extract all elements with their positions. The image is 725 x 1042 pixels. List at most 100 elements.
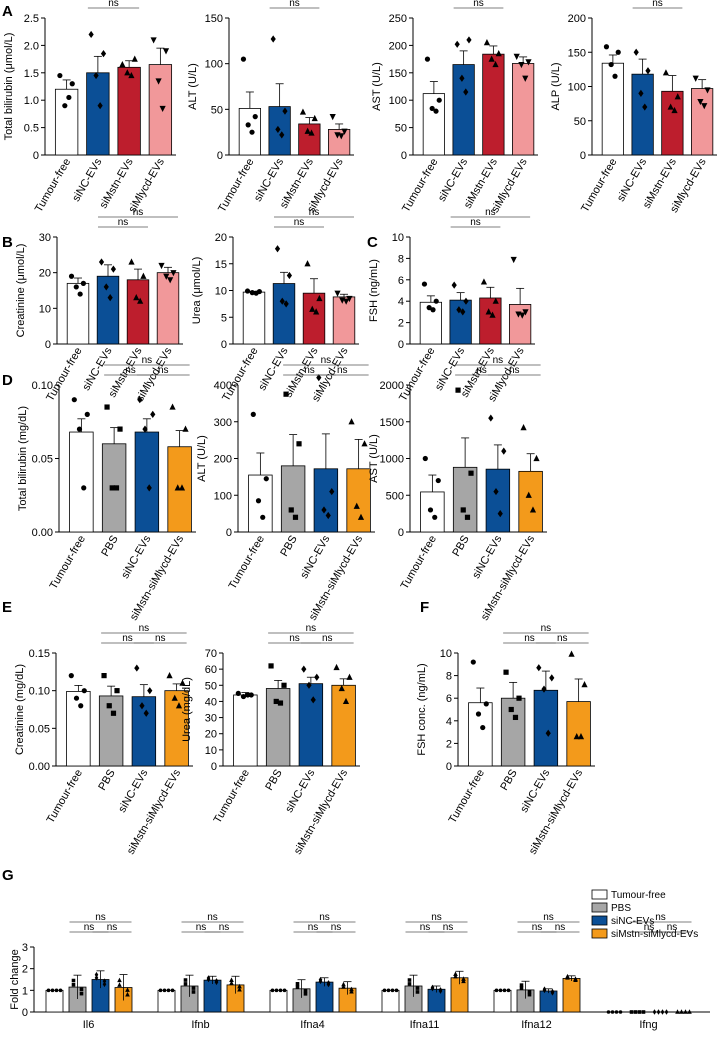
data-point: [415, 990, 420, 994]
data-point: [245, 692, 251, 698]
bar-sinc-evs: [313, 468, 339, 533]
data-point: [286, 271, 292, 280]
x-tick-label: siNC-EVs: [256, 345, 290, 393]
data-point: [424, 56, 431, 62]
data-point: [341, 128, 348, 135]
bar-tumour-free: [422, 93, 445, 156]
significance-label: ns: [142, 355, 153, 366]
y-tick-label: 50: [395, 123, 407, 135]
data-point: [97, 102, 103, 110]
x-tick-label: PBS: [450, 534, 471, 559]
significance-label: ns: [294, 217, 305, 228]
data-point: [229, 980, 234, 986]
x-tick-label: Tumour-free: [397, 346, 437, 404]
significance-label: ns: [196, 922, 207, 933]
x-tick-label: Tumour-free: [220, 346, 260, 404]
x-tick-label: Ifna11: [410, 1019, 440, 1031]
bar-il6-tumour-free: [45, 989, 64, 1013]
y-tick-label: 0: [217, 150, 223, 162]
significance-label: ns: [319, 912, 330, 923]
data-point: [664, 1009, 669, 1015]
data-point: [542, 987, 547, 994]
data-point: [503, 669, 509, 675]
data-point: [282, 107, 288, 115]
y-tick-label: 0: [446, 761, 452, 773]
bar-simstn-simlycd-evs: [566, 701, 591, 767]
data-point: [299, 108, 307, 115]
data-point: [679, 1009, 684, 1014]
significance-label: ns: [122, 633, 133, 644]
x-tick-label: Tumour-free: [33, 157, 73, 215]
data-point: [58, 988, 63, 993]
data-point: [73, 695, 80, 701]
bar-tumour-free: [242, 291, 266, 345]
data-point: [333, 663, 340, 671]
x-tick-label: Tumour-free: [400, 157, 440, 215]
data-point: [303, 992, 308, 996]
data-point: [568, 650, 575, 657]
y-axis-title: Urea (μmol/L): [191, 257, 203, 324]
data-point: [102, 978, 107, 984]
y-tick-label: 2000: [380, 380, 404, 392]
data-point: [155, 78, 162, 85]
bar-ifna4-tumour-free: [269, 989, 288, 1013]
y-tick-label: 8: [446, 671, 452, 683]
bar-simstn-evs: [117, 66, 141, 156]
data-point: [104, 404, 110, 410]
significance-label: ns: [420, 922, 431, 933]
data-point: [518, 61, 525, 69]
y-tick-label: 150: [389, 68, 407, 80]
data-point: [71, 978, 76, 983]
data-point: [78, 703, 84, 709]
significance-label: ns: [557, 633, 568, 644]
x-tick-label: Il6: [83, 1019, 95, 1031]
data-point: [460, 507, 466, 513]
x-tick-label: siNC-EVs: [119, 533, 153, 581]
data-point: [81, 688, 87, 694]
panel-letter-g: G: [2, 867, 14, 884]
y-tick-label: 2: [446, 738, 452, 750]
data-point: [525, 59, 532, 66]
bar-simlycd-evs: [156, 272, 180, 345]
data-point: [687, 1009, 692, 1014]
y-axis-title: Fold change: [9, 949, 21, 1010]
data-point: [357, 513, 365, 520]
y-tick-label: 30: [205, 713, 217, 725]
data-point: [565, 974, 570, 980]
data-point: [454, 40, 460, 48]
data-point: [533, 454, 540, 462]
x-tick-label: Ifna12: [521, 1019, 552, 1031]
y-axis-title: ALT (U/L): [196, 435, 208, 482]
panel-letter-d: D: [2, 372, 13, 389]
data-point: [492, 297, 499, 304]
data-point: [191, 990, 196, 994]
data-point: [273, 698, 279, 705]
data-point: [522, 309, 529, 316]
data-point: [550, 988, 555, 995]
data-point: [581, 681, 588, 688]
data-point: [614, 1010, 619, 1014]
data-point: [704, 87, 711, 94]
data-point: [667, 103, 674, 110]
data-point: [527, 992, 532, 997]
data-point: [316, 374, 322, 382]
data-point: [334, 290, 341, 297]
data-point: [158, 988, 163, 993]
data-point: [170, 270, 177, 277]
y-tick-label: 0.10: [29, 686, 50, 698]
data-point: [170, 988, 175, 993]
data-point: [461, 978, 466, 984]
data-point: [349, 986, 354, 992]
y-tick-label: 200: [389, 40, 407, 52]
data-point: [652, 1009, 657, 1015]
data-point: [321, 506, 327, 514]
data-point: [102, 981, 107, 988]
data-point: [237, 983, 242, 989]
data-point: [274, 245, 281, 253]
bar-simlycd-evs: [148, 64, 173, 156]
data-point: [296, 441, 302, 447]
data-point: [314, 673, 320, 681]
data-point: [107, 294, 113, 302]
y-tick-label: 1000: [380, 454, 404, 466]
data-point: [348, 418, 355, 425]
